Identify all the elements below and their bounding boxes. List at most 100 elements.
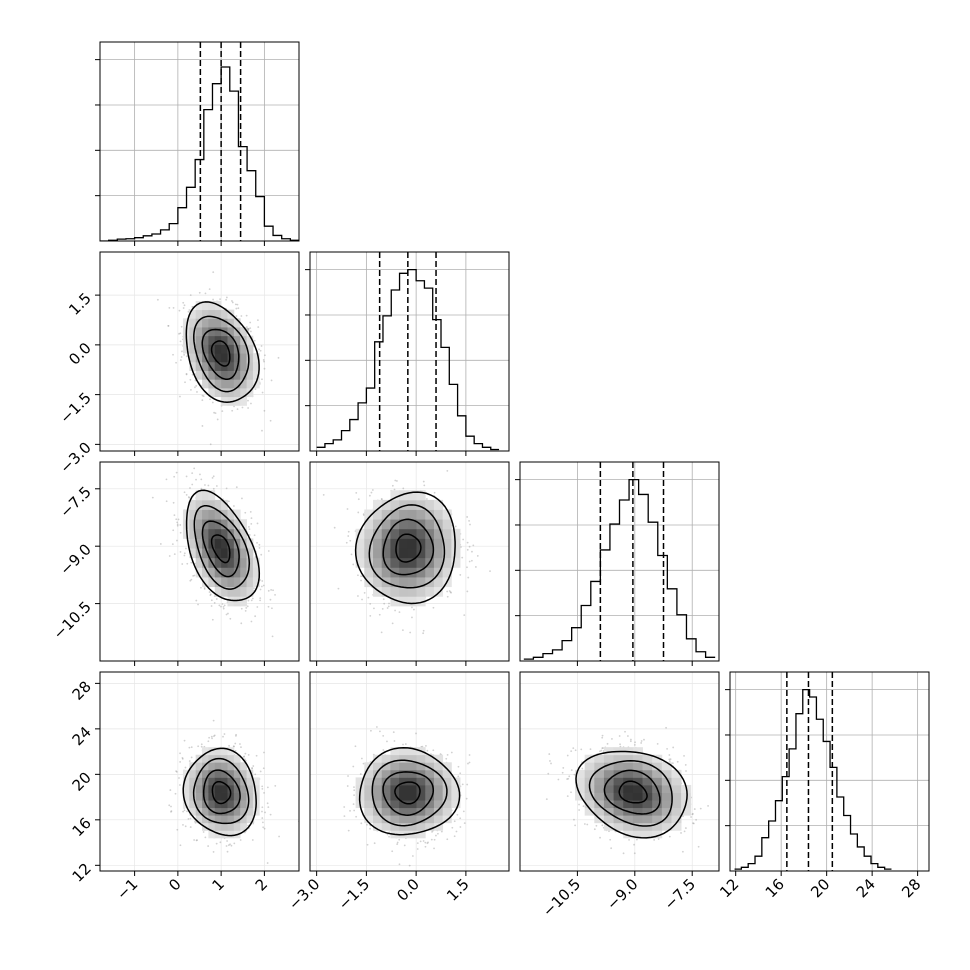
scatter-point [457, 775, 460, 778]
density-cell [221, 762, 228, 771]
density-cell [233, 567, 241, 578]
density-cell [246, 387, 254, 398]
density-cell [425, 519, 435, 530]
density-cell [195, 800, 203, 809]
scatter-point [251, 766, 253, 769]
scatter-point [250, 599, 253, 602]
scatter-point [223, 604, 226, 607]
density-cell [373, 499, 383, 510]
density-cell [189, 800, 197, 809]
scatter-point [259, 770, 262, 773]
density-cell [407, 548, 417, 559]
density-cell [195, 792, 203, 801]
scatter-point [246, 327, 249, 330]
scatter-point [183, 304, 186, 307]
scatter-point [396, 843, 399, 846]
scatter-point [189, 579, 192, 582]
scatter-point [357, 511, 360, 514]
scatter-point [231, 300, 233, 302]
density-cell [373, 519, 383, 530]
scatter-point [435, 834, 437, 837]
density-cell [195, 309, 203, 319]
scatter-point [466, 548, 469, 551]
density-cell [381, 567, 391, 578]
scatter-point [186, 562, 189, 565]
scatter-point [394, 609, 396, 612]
scatter-point [349, 809, 351, 812]
density-cell [227, 777, 235, 786]
density-cell [214, 548, 222, 559]
scatter-point [433, 491, 436, 494]
scatter-point [362, 762, 365, 765]
scatter-point [465, 797, 468, 800]
scatter-point [360, 575, 362, 578]
density-cell [189, 327, 197, 337]
density-cell [214, 822, 222, 831]
density-cell [189, 509, 197, 520]
scatter-point [269, 598, 272, 601]
density-cell [221, 815, 228, 824]
scatter-point [431, 830, 433, 833]
density-cell [227, 754, 235, 763]
density-cell [189, 335, 197, 345]
scatter-point [380, 497, 383, 500]
density-cell [399, 548, 409, 559]
density-cell [202, 300, 209, 311]
scatter-point [360, 757, 363, 760]
scatter-point [207, 740, 210, 743]
contour-line [193, 315, 250, 393]
scatter-point [266, 862, 269, 864]
scatter-point [176, 828, 179, 831]
scatter-point [245, 607, 248, 609]
density-cell [202, 784, 209, 793]
density-cell [442, 509, 452, 520]
density-cell [208, 528, 216, 539]
scatter-panel-2-0: −10.5−9.0−7.5 [50, 461, 300, 666]
scatter-point [278, 835, 280, 838]
scatter-point [200, 487, 203, 490]
density-cell [195, 318, 203, 328]
scatter-point [171, 543, 174, 546]
density-cell [221, 800, 228, 809]
density-cell [233, 528, 241, 539]
scatter-point [468, 761, 471, 764]
density-cell [233, 586, 241, 597]
scatter-point [263, 367, 266, 370]
density-cell [202, 557, 209, 568]
scatter-point [221, 410, 224, 413]
density-cell [202, 577, 209, 588]
scatter-point [184, 825, 187, 828]
scatter-point [413, 608, 415, 611]
scatter-point [252, 765, 255, 767]
scatter-point [244, 752, 247, 755]
scatter-point [169, 789, 172, 791]
scatter-point [386, 740, 388, 743]
density-cell [227, 822, 235, 831]
scatter-point [272, 589, 274, 592]
scatter-point [189, 817, 192, 820]
density-cell [202, 538, 209, 549]
density-cell [214, 318, 222, 328]
scatter-point [398, 863, 401, 866]
scatter-point [357, 574, 359, 577]
scatter-point [259, 588, 262, 591]
scatter-point [178, 309, 181, 312]
density-cell [208, 499, 216, 510]
scatter-point [446, 595, 449, 598]
scatter-point [184, 766, 187, 769]
density-cell [195, 815, 203, 824]
density-cell [214, 327, 222, 337]
density-cell [214, 309, 222, 319]
scatter-point [256, 319, 259, 322]
density-cell [227, 361, 235, 371]
scatter-point [249, 510, 252, 513]
scatter-point [249, 321, 252, 324]
scatter-point [235, 307, 238, 310]
density-cell [227, 335, 235, 345]
density-cell [202, 379, 209, 389]
density-cell [208, 490, 216, 501]
scatter-point [183, 354, 186, 356]
scatter-point [250, 517, 253, 520]
scatter-point [179, 524, 182, 526]
